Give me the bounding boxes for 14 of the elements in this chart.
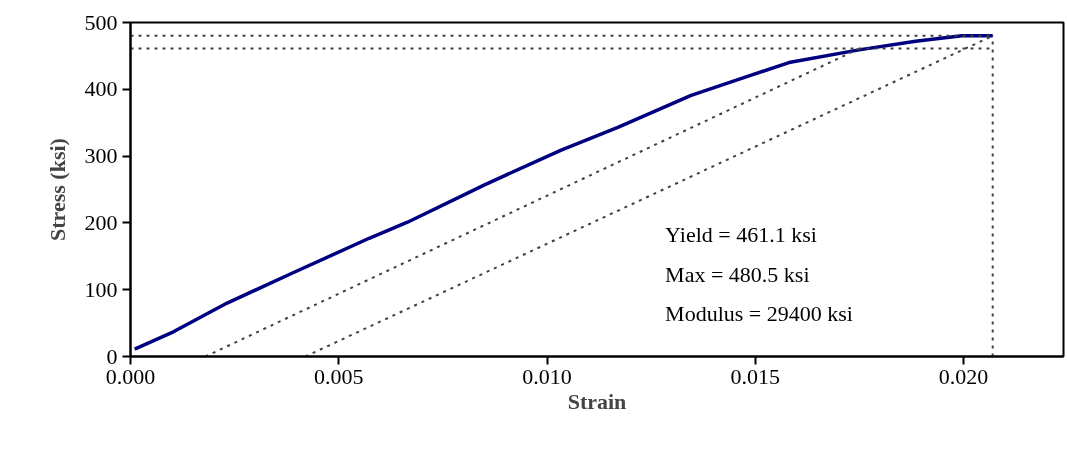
y-axis-title: Stress (ksi) [44,138,70,241]
x-axis-title: Strain [567,388,627,414]
y-tick-label: 100 [84,276,118,302]
y-tick-label: 400 [84,76,118,102]
y-tick-label: 300 [84,143,118,169]
x-tick-label: 0.015 [730,363,781,389]
y-tick-label: 500 [84,9,118,35]
y-tick-label: 200 [84,209,118,235]
x-tick-label: 0.005 [314,363,364,389]
x-tick-label: 0.020 [938,363,989,389]
x-tick-label: 0.010 [522,363,572,389]
annotation: Modulus = 29400 ksi [665,301,853,327]
annotation: Max = 480.5 ksi [665,262,810,288]
annotation: Yield = 461.1 ksi [665,222,817,248]
